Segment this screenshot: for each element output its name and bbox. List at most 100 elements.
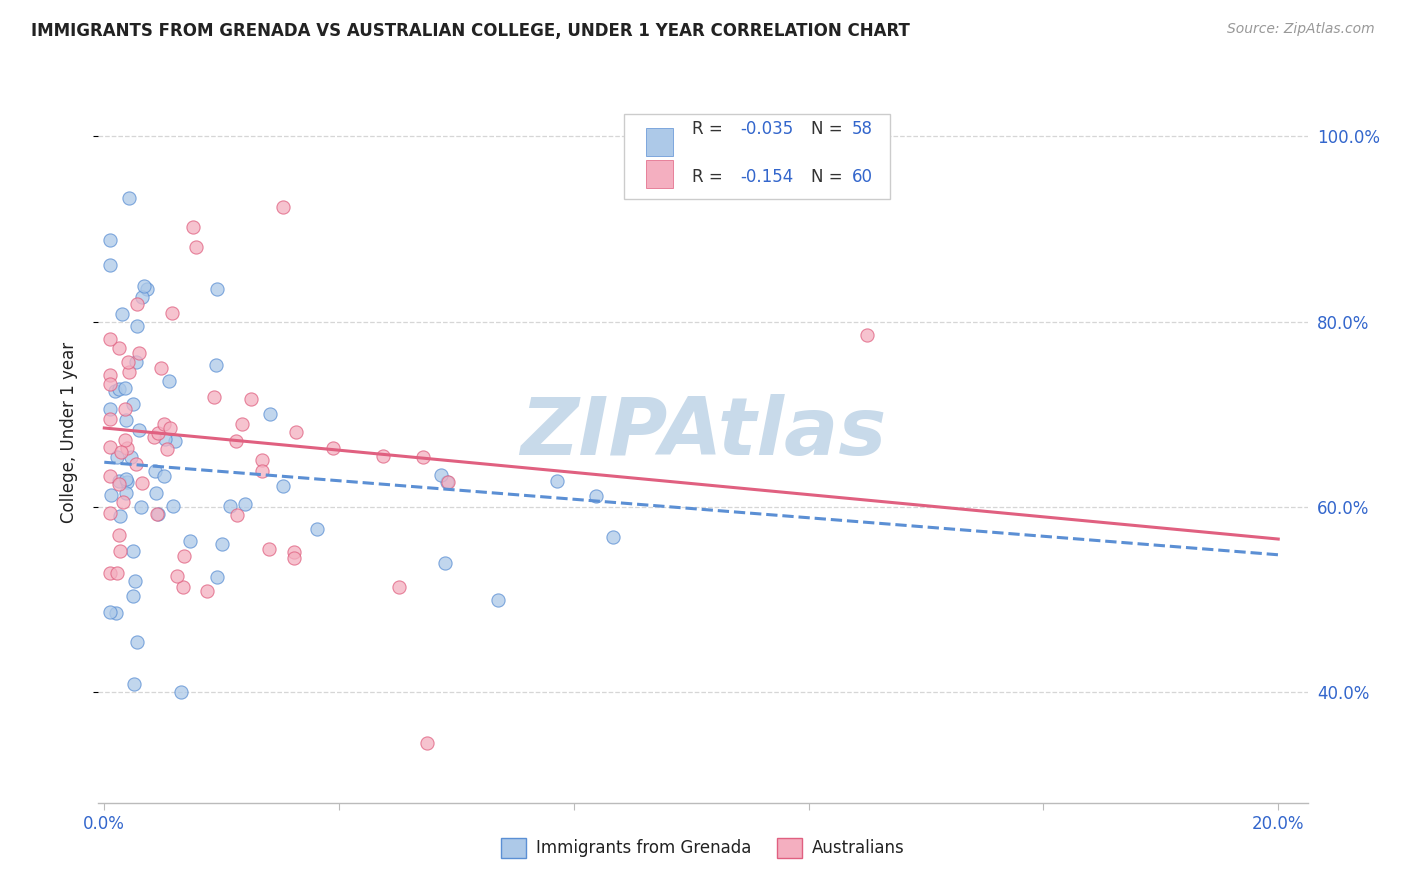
FancyBboxPatch shape	[624, 114, 890, 200]
Point	[205, 282, 228, 296]
Point	[117, 355, 139, 369]
Point	[125, 355, 148, 369]
Point	[125, 297, 148, 311]
Point	[125, 319, 148, 334]
Point	[162, 499, 184, 513]
Point	[98, 412, 121, 426]
Text: IMMIGRANTS FROM GRENADA VS AUSTRALIAN COLLEGE, UNDER 1 YEAR CORRELATION CHART: IMMIGRANTS FROM GRENADA VS AUSTRALIAN CO…	[31, 22, 910, 40]
Point	[115, 475, 138, 489]
Point	[231, 417, 253, 432]
Point	[118, 191, 141, 205]
Point	[98, 376, 121, 391]
Point	[159, 374, 181, 388]
Text: Source: ZipAtlas.com: Source: ZipAtlas.com	[1227, 22, 1375, 37]
Point	[172, 580, 194, 594]
Point	[108, 474, 131, 488]
Point	[412, 450, 434, 465]
Point	[115, 472, 138, 486]
Point	[202, 390, 225, 404]
Point	[98, 332, 121, 346]
Point	[602, 530, 624, 544]
Point	[115, 412, 138, 426]
Text: 60: 60	[852, 168, 873, 186]
Text: N =: N =	[811, 168, 848, 186]
Point	[108, 544, 131, 558]
Point	[104, 384, 127, 398]
Point	[115, 441, 138, 455]
Point	[436, 475, 458, 490]
Point	[205, 570, 228, 584]
Point	[107, 341, 129, 355]
Point	[125, 635, 148, 649]
Point	[160, 306, 183, 320]
Point	[143, 464, 166, 478]
Point	[98, 258, 121, 272]
Point	[114, 486, 136, 500]
Point	[98, 605, 121, 619]
Point	[114, 434, 136, 448]
Point	[250, 453, 273, 467]
Point	[111, 307, 134, 321]
Point	[153, 469, 176, 483]
Point	[131, 475, 153, 490]
Point	[136, 283, 159, 297]
Point	[156, 442, 179, 456]
Point	[371, 449, 394, 463]
Text: R =: R =	[692, 120, 728, 138]
Point	[322, 441, 344, 455]
Point	[585, 490, 607, 504]
Point	[124, 574, 146, 588]
Point	[211, 536, 233, 550]
Point	[153, 432, 176, 446]
Point	[108, 382, 131, 396]
Point	[146, 508, 169, 522]
Point	[546, 475, 568, 489]
Point	[233, 497, 256, 511]
Point	[98, 233, 121, 247]
Point	[225, 508, 247, 522]
Point	[219, 499, 242, 513]
Point	[148, 425, 170, 440]
Point	[416, 736, 439, 750]
Point	[284, 425, 307, 440]
Point	[273, 478, 295, 492]
Point	[225, 434, 247, 448]
Point	[118, 365, 141, 379]
Point	[122, 676, 145, 690]
Point	[239, 392, 262, 407]
Point	[111, 495, 134, 509]
Point	[114, 381, 136, 395]
Text: -0.154: -0.154	[741, 168, 794, 186]
Point	[142, 430, 165, 444]
Point	[305, 522, 328, 536]
Point	[129, 500, 152, 514]
Point	[388, 581, 411, 595]
Text: ZIPAtlas: ZIPAtlas	[520, 393, 886, 472]
Point	[105, 450, 128, 464]
Point	[108, 476, 131, 491]
Point	[104, 606, 127, 620]
Text: R =: R =	[692, 168, 728, 186]
Point	[433, 556, 456, 570]
Point	[195, 584, 218, 599]
Point	[128, 423, 150, 437]
Point	[856, 328, 879, 343]
Point	[486, 593, 509, 607]
Point	[165, 434, 187, 448]
Point	[110, 445, 132, 459]
Y-axis label: College, Under 1 year: College, Under 1 year	[59, 342, 77, 524]
Point	[259, 407, 281, 421]
Text: N =: N =	[811, 120, 848, 138]
Point	[121, 396, 143, 410]
Point	[283, 550, 305, 565]
Point	[250, 464, 273, 478]
Legend: Immigrants from Grenada, Australians: Immigrants from Grenada, Australians	[495, 831, 911, 865]
Point	[100, 488, 122, 502]
Point	[271, 200, 294, 214]
Point	[131, 290, 153, 304]
Point	[134, 278, 156, 293]
Point	[204, 358, 226, 372]
Point	[179, 533, 201, 548]
Point	[159, 421, 181, 435]
Point	[108, 528, 131, 542]
